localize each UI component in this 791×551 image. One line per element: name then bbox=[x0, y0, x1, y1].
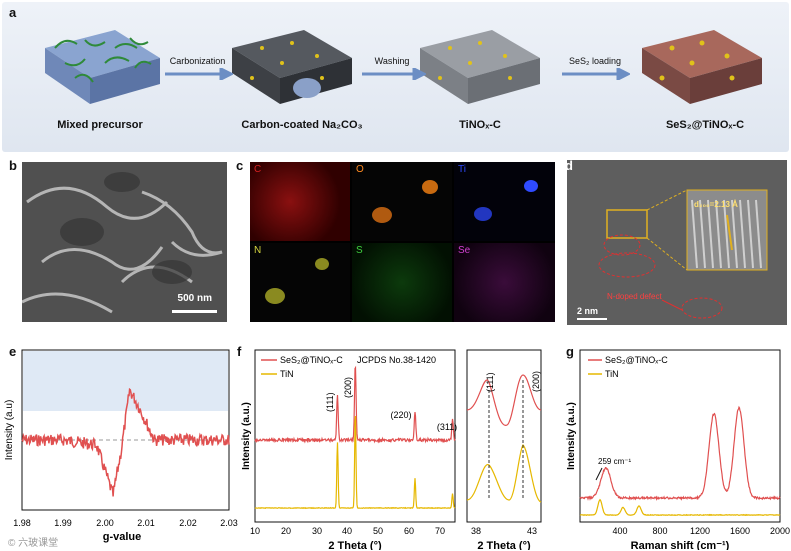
xrd-xlabel: 2 Theta (°) bbox=[328, 540, 382, 550]
xrd-series-ses2 bbox=[254, 365, 456, 444]
carbon-coated-image bbox=[222, 18, 357, 106]
arrow-label-washing: Washing bbox=[374, 56, 410, 66]
panel-e-label: e bbox=[9, 344, 17, 359]
epr-tick-2.01: 2.01 bbox=[137, 518, 155, 528]
eds-map-o: O bbox=[352, 162, 452, 241]
raman-tick-400: 400 bbox=[612, 526, 627, 536]
raman-ylabel: Intensity (a.u.) bbox=[566, 402, 577, 470]
raman-tick-1200: 1200 bbox=[690, 526, 710, 536]
xrd-tick-40: 40 bbox=[342, 526, 352, 536]
epr-tick-2.03: 2.03 bbox=[220, 518, 238, 528]
raman-series-ses2 bbox=[579, 405, 781, 501]
raman-legend-tin: TiN bbox=[605, 369, 619, 379]
tinox-c-image bbox=[410, 18, 545, 106]
xrd-inset-111: (111) bbox=[485, 372, 495, 392]
eds-label-ti: Ti bbox=[458, 164, 466, 175]
epr-xlabel: g-value bbox=[103, 531, 142, 543]
n-doped-defect-label: N-doped defect bbox=[607, 292, 662, 301]
panel-f-label: f bbox=[237, 344, 242, 359]
xrd-tick-20: 20 bbox=[281, 526, 291, 536]
epr-tick-1.98: 1.98 bbox=[13, 518, 31, 528]
arrow-label-carbonization: Carbonization bbox=[169, 56, 226, 66]
watermark: © 六玻课堂 bbox=[8, 538, 59, 549]
raman-259-label: 259 cm⁻¹ bbox=[598, 457, 631, 466]
raman-series-tin bbox=[579, 498, 781, 517]
xrd-legend-tin: TiN bbox=[280, 369, 294, 379]
eds-label-se: Se bbox=[458, 245, 471, 256]
xrd-tick-30: 30 bbox=[312, 526, 322, 536]
ses2-tinox-c-image bbox=[632, 18, 767, 106]
epr-tick-2.00: 2.00 bbox=[96, 518, 114, 528]
xrd-inset-xlabel: 2 Theta (°) bbox=[477, 540, 531, 550]
stage-tinox-c: TiNOₓ-C bbox=[459, 119, 501, 131]
xrd-legend-ses2: SeS₂@TiNOₓ-C bbox=[280, 355, 343, 365]
epr-tick-2.02: 2.02 bbox=[179, 518, 197, 528]
eds-map-n: N bbox=[250, 243, 350, 322]
xrd-inset-tick-43: 43 bbox=[527, 526, 537, 536]
d-spacing-label: d₂₀₀=2.13 Å bbox=[694, 200, 738, 209]
eds-label-c: C bbox=[254, 164, 262, 175]
raman-tick-1600: 1600 bbox=[730, 526, 750, 536]
arrow-label-ses2-loading: SeS₂ loading bbox=[568, 56, 622, 66]
hrtem-scale-bar-label: 2 nm bbox=[577, 306, 599, 316]
xrd-jcpds-label: JCPDS No.38-1420 bbox=[357, 355, 436, 365]
xrd-tick-70: 70 bbox=[435, 526, 445, 536]
eds-map-grid: C O Ti N S Se bbox=[250, 162, 555, 322]
xrd-series-tin bbox=[254, 415, 456, 510]
raman-tick-2000: 2000 bbox=[770, 526, 790, 536]
eds-label-s: S bbox=[356, 245, 363, 256]
xrd-peak-311: (311) bbox=[437, 422, 457, 432]
xrd-tick-60: 60 bbox=[404, 526, 414, 536]
eds-map-se: Se bbox=[454, 243, 555, 322]
eds-map-c: C bbox=[250, 162, 350, 241]
hrtem-image: d₂₀₀=2.13 Å N-doped defect 2 nm bbox=[567, 160, 787, 325]
epr-series-line bbox=[21, 387, 230, 497]
xrd-tick-50: 50 bbox=[373, 526, 383, 536]
xrd-chart: SeS₂@TiNOₓ-C JCPDS No.38-1420 TiN (111) … bbox=[241, 349, 542, 550]
mixed-precursor-image bbox=[35, 18, 165, 106]
panel-d-label: d bbox=[565, 158, 573, 173]
eds-label-o: O bbox=[356, 164, 364, 175]
xrd-peak-220: (220) bbox=[390, 410, 411, 420]
epr-chart: 1.98 1.99 2.00 2.01 2.02 2.03 g-value In… bbox=[4, 349, 238, 543]
panel-g-label: g bbox=[566, 344, 574, 359]
epr-tick-1.99: 1.99 bbox=[54, 518, 72, 528]
xrd-inset-tick-38: 38 bbox=[471, 526, 481, 536]
xrd-inset-200: (200) bbox=[531, 371, 541, 392]
panel-a-label: a bbox=[9, 5, 17, 20]
eds-map-s: S bbox=[352, 243, 452, 322]
xrd-ylabel: Intensity (a.u.) bbox=[241, 402, 252, 470]
arrow-carbonization bbox=[165, 68, 233, 80]
xrd-peak-200: (200) bbox=[343, 377, 353, 398]
eds-label-n: N bbox=[254, 245, 262, 256]
raman-xlabel: Raman shift (cm⁻¹) bbox=[631, 540, 730, 550]
arrow-ses2-loading bbox=[562, 68, 630, 80]
stage-mixed-precursor: Mixed precursor bbox=[57, 119, 143, 131]
eds-map-ti: Ti bbox=[454, 162, 555, 241]
epr-x-ticks: 1.98 1.99 2.00 2.01 2.02 2.03 bbox=[13, 518, 238, 528]
xrd-tick-10: 10 bbox=[250, 526, 260, 536]
stage-carbon-coated: Carbon-coated Na₂CO₃ bbox=[241, 119, 363, 131]
arrow-washing bbox=[362, 68, 426, 80]
raman-chart: SeS₂@TiNOₓ-C TiN 259 cm⁻¹ 400 800 1200 1… bbox=[566, 349, 790, 550]
sem-image: 500 nm bbox=[22, 162, 227, 322]
sem-scale-bar-label: 500 nm bbox=[177, 293, 212, 304]
raman-tick-800: 800 bbox=[652, 526, 667, 536]
epr-ylabel: Intensity (a.u) bbox=[4, 400, 15, 461]
xrd-inset-ses2 bbox=[466, 374, 542, 426]
panel-c-label: c bbox=[236, 158, 244, 173]
stage-ses2-tinox-c: SeS₂@TiNOₓ-C bbox=[665, 119, 745, 131]
xrd-peak-111: (111) bbox=[325, 392, 335, 412]
panel-b-label: b bbox=[9, 158, 17, 173]
xrd-inset-tin bbox=[466, 444, 542, 503]
raman-legend-ses2: SeS₂@TiNOₓ-C bbox=[605, 355, 668, 365]
